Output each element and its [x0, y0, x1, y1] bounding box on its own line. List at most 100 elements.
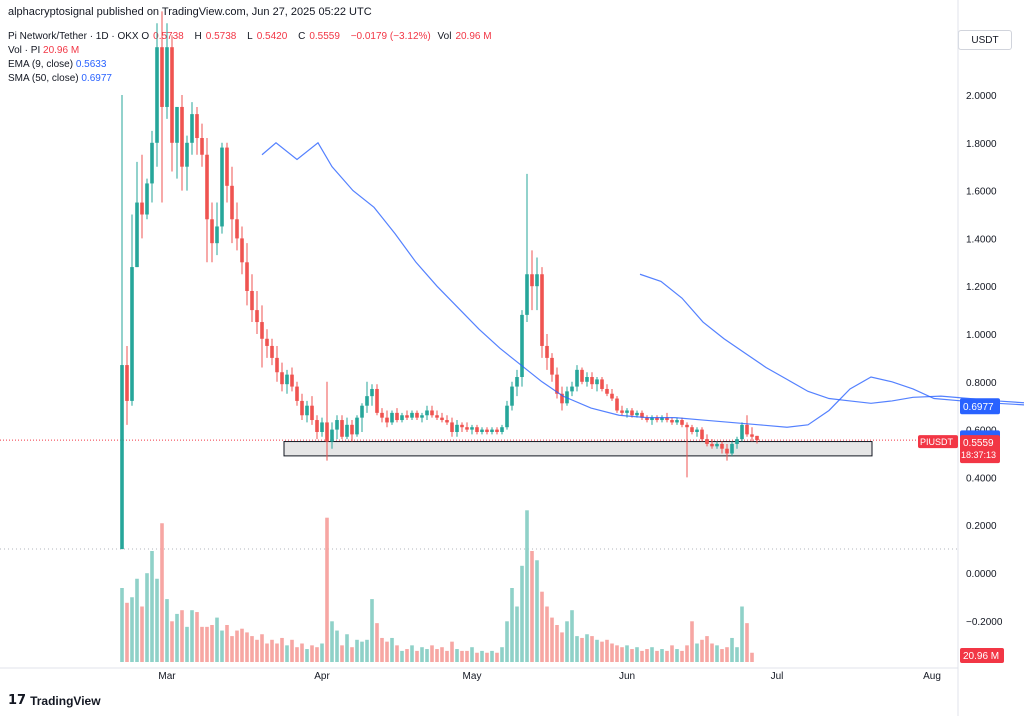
volume-bar	[595, 639, 599, 662]
candle-body	[590, 377, 594, 385]
candle-body	[640, 412, 644, 418]
volume-bar	[300, 643, 304, 662]
volume-bar	[345, 634, 349, 662]
volume-bar	[540, 591, 544, 662]
currency-button[interactable]: USDT	[958, 30, 1012, 50]
volume-bar	[290, 639, 294, 662]
candle-body	[355, 417, 359, 435]
volume-bar	[275, 643, 279, 662]
candle-body	[635, 412, 639, 416]
volume-bar	[210, 625, 214, 662]
y-tick-label: 0.8000	[966, 378, 997, 389]
volume-bar	[690, 621, 694, 662]
candle-body	[190, 114, 194, 143]
open-label: O	[141, 31, 150, 42]
volume-bar	[170, 621, 174, 662]
candle-body	[135, 202, 139, 268]
volume-bar	[140, 606, 144, 662]
candle-body	[340, 420, 344, 437]
candle-body	[520, 314, 524, 378]
y-tick-label: 1.2000	[966, 282, 997, 293]
tradingview-brand: TradingView	[30, 693, 101, 708]
candle-body	[275, 357, 279, 373]
volume-bar	[530, 551, 534, 662]
ema-indicator-value: 0.5633	[75, 59, 107, 70]
candle-body	[460, 424, 464, 428]
support-zone-rect[interactable]	[283, 441, 873, 457]
candle-body	[185, 142, 189, 167]
candle-body	[305, 405, 309, 416]
symbol-title[interactable]: Pi Network/Tether · 1D · OKX	[8, 31, 139, 42]
candle-body	[120, 365, 124, 550]
y-tick-label: 0.2000	[966, 521, 997, 532]
candle-body	[715, 443, 719, 447]
y-tick-label: 0.0000	[966, 569, 997, 580]
candle-body	[285, 374, 289, 385]
candle-body	[620, 410, 624, 413]
candle-body	[585, 377, 589, 382]
y-tick-label: −0.2000	[966, 617, 1003, 628]
volume-bar	[545, 606, 549, 662]
volume-bar	[620, 647, 624, 662]
volume-tag: 20.96 M	[963, 651, 999, 662]
candle-body	[515, 377, 519, 387]
volume-bar	[480, 650, 484, 662]
volume-bar	[670, 645, 674, 662]
legend-ema-row[interactable]: EMA (9, close) 0.5633	[8, 58, 500, 72]
sma-line	[639, 273, 1024, 404]
x-tick-label: Mar	[158, 671, 176, 682]
candle-body	[545, 345, 549, 358]
volume-bar	[525, 510, 529, 662]
high-value: 0.5738	[205, 31, 237, 42]
candle-body	[535, 274, 539, 287]
candle-body	[295, 386, 299, 401]
candle-body	[125, 365, 129, 401]
volume-bar	[230, 636, 234, 662]
volume-bar	[715, 645, 719, 662]
volume-bar	[675, 649, 679, 662]
volume-bar	[220, 630, 224, 662]
volume-bar	[645, 649, 649, 662]
volume-bar	[650, 647, 654, 662]
volume-bar	[680, 650, 684, 662]
legend-sma-row[interactable]: SMA (50, close) 0.6977	[8, 72, 500, 86]
volume-bar	[720, 649, 724, 662]
candle-body	[175, 106, 179, 143]
volume-bar	[695, 643, 699, 662]
volume-bar	[665, 650, 669, 662]
volume-bar	[505, 621, 509, 662]
volume-bar	[285, 645, 289, 662]
volume-bar	[590, 636, 594, 662]
candle-body	[335, 420, 339, 430]
volume-bar	[440, 647, 444, 662]
candle-body	[755, 435, 759, 441]
volume-bar	[550, 617, 554, 662]
candle-body	[255, 310, 259, 323]
volume-bar	[360, 641, 364, 662]
volume-bar	[295, 647, 299, 662]
candle-body	[725, 448, 729, 454]
volume-bar	[435, 649, 439, 662]
candle-body	[410, 412, 414, 418]
volume-bar	[575, 636, 579, 662]
volume-bar	[570, 610, 574, 662]
candle-body	[320, 422, 324, 432]
candle-body	[325, 422, 329, 442]
x-tick-label: May	[463, 671, 482, 682]
candle-body	[375, 388, 379, 413]
volume-bar	[725, 647, 729, 662]
volume-bar	[340, 645, 344, 662]
candle-body	[450, 422, 454, 432]
legend-volume-row[interactable]: Vol · PI 20.96 M	[8, 44, 500, 58]
candle-body	[405, 415, 409, 418]
candle-body	[205, 154, 209, 220]
volume-bar	[250, 636, 254, 662]
candle-body	[225, 147, 229, 186]
volume-bar	[305, 649, 309, 662]
volume-bar	[450, 641, 454, 662]
volume-bar	[375, 623, 379, 662]
volume-indicator-label: Vol · PI	[8, 45, 41, 56]
x-tick-label: Jul	[771, 671, 784, 682]
y-tick-label: 1.6000	[966, 187, 997, 198]
